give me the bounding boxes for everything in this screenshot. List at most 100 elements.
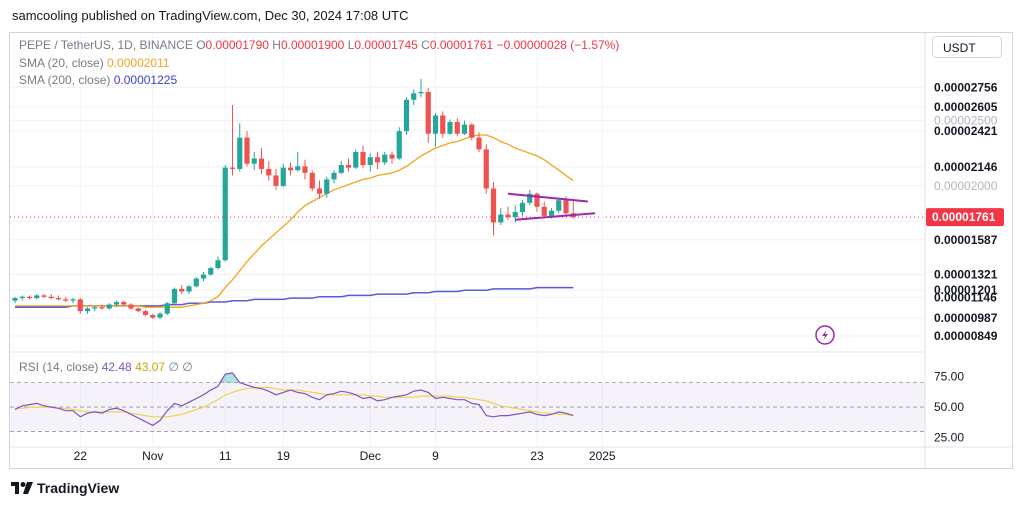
change-value: −0.00000028 (−1.57%) xyxy=(496,38,620,52)
tv-logo-icon xyxy=(11,482,33,494)
candle-body xyxy=(215,260,221,269)
time-tick-label: 19 xyxy=(277,449,291,463)
price-tick-label: 0.00002421 xyxy=(934,124,998,138)
price-tick-label: 0.00001201 xyxy=(934,283,998,297)
candle-body xyxy=(99,307,105,309)
triangle-upper-line xyxy=(507,192,588,203)
rsi-ma-value: 43.07 xyxy=(135,360,166,374)
candle-body xyxy=(324,179,330,194)
candle-body xyxy=(164,303,170,314)
candle-body xyxy=(135,308,141,312)
candle-body xyxy=(113,301,120,305)
candle-body xyxy=(389,154,395,159)
candle-body xyxy=(258,158,265,169)
publisher-line: samcooling published on TradingView.com,… xyxy=(12,8,409,23)
rsi-band-layer xyxy=(10,382,925,432)
candle-body xyxy=(353,151,359,168)
candle-body xyxy=(396,131,402,159)
triangle-lower-line xyxy=(515,212,596,221)
candle-body xyxy=(19,296,25,299)
time-tick-label: 22 xyxy=(74,449,88,463)
lightning-icon[interactable] xyxy=(815,325,835,345)
tradingview-logo[interactable]: TradingView xyxy=(11,480,119,496)
candle-body xyxy=(84,308,91,312)
candle-body xyxy=(302,166,308,173)
candle-body xyxy=(193,278,199,287)
candle-body xyxy=(208,268,214,275)
candle-body xyxy=(273,175,279,186)
candle-body xyxy=(171,288,178,304)
candle-body xyxy=(200,274,207,279)
sma200-legend[interactable]: SMA (200, close) 0.00001225 xyxy=(19,73,177,87)
sma200-label: SMA (200, close) xyxy=(19,73,111,87)
price-tick-label: 0.00001587 xyxy=(934,233,998,247)
rsi-tick-label: 75.00 xyxy=(934,370,964,384)
price-tick-label: 0.00002756 xyxy=(934,80,998,94)
candle-body xyxy=(128,304,134,309)
candle-body xyxy=(280,167,286,186)
candle-body xyxy=(505,214,511,218)
candle-body xyxy=(447,121,453,134)
candle-body xyxy=(142,311,149,316)
triangle-pattern xyxy=(507,192,596,221)
candle-body xyxy=(476,137,482,150)
last-price-tag xyxy=(926,208,1004,227)
price-tick-label: 0.00002146 xyxy=(934,160,998,174)
rsi-legend[interactable]: RSI (14, close) 42.48 43.07 ∅ ∅ xyxy=(19,360,193,374)
candle-body xyxy=(331,172,337,180)
candle-body xyxy=(157,313,163,318)
low-value: 0.00001745 xyxy=(354,38,418,52)
rsi-overbought-fill xyxy=(218,372,240,383)
candle-body xyxy=(374,157,381,163)
currency-button[interactable]: USDT xyxy=(932,36,1002,58)
candle-body xyxy=(186,286,192,292)
candle-body xyxy=(63,299,69,301)
high-label: H xyxy=(272,38,281,52)
price-tick-label: 0.00002000 xyxy=(934,179,998,193)
time-tick-label: 11 xyxy=(219,449,232,463)
symbol-legend[interactable]: PEPE / TetherUS, 1D, BINANCE O0.00001790… xyxy=(19,38,619,52)
candle-body xyxy=(418,91,424,94)
rsi-label: RSI (14, close) xyxy=(19,360,99,374)
candle-body xyxy=(403,99,410,132)
candle-body xyxy=(70,299,76,301)
candle-body xyxy=(229,167,236,169)
candle-body xyxy=(295,166,301,171)
price-tick-label: 0.00001146 xyxy=(934,290,997,304)
rsi-extra-1: ∅ xyxy=(168,360,179,374)
candle-body xyxy=(26,296,33,299)
price-tick-label: 0.00000987 xyxy=(934,311,998,325)
price-tick-label: 0.00002605 xyxy=(934,100,998,114)
low-label: L xyxy=(347,38,355,52)
candle-body xyxy=(411,93,417,100)
candle-body xyxy=(519,202,526,212)
sma20-label: SMA (20, close) xyxy=(19,56,104,70)
time-tick-label: Dec xyxy=(360,449,381,463)
candle-body xyxy=(360,151,366,166)
grid-layer xyxy=(10,33,1012,468)
axes: 0.00002756 0.000026050.000025000.00002421… xyxy=(74,80,1004,463)
sma200-value: 0.00001225 xyxy=(113,73,178,87)
icons xyxy=(815,325,835,345)
candle-body xyxy=(454,121,460,134)
candle-body xyxy=(483,149,489,189)
time-tick-label: Nov xyxy=(142,449,163,463)
candle-body xyxy=(77,299,83,312)
candle-body xyxy=(440,115,446,134)
candle-body xyxy=(556,200,562,211)
candle-body xyxy=(469,124,475,138)
candle-body xyxy=(55,298,62,300)
sma20-legend[interactable]: SMA (20, close) 0.00002011 xyxy=(19,56,170,70)
price-tick-label: 0.00000849 xyxy=(934,329,998,343)
candle-body xyxy=(563,200,569,214)
candle-body xyxy=(41,295,47,297)
candle-body xyxy=(237,137,243,169)
candle-body xyxy=(121,301,127,305)
time-tick-label: 23 xyxy=(530,449,544,463)
candle-body xyxy=(150,315,156,318)
sma20-value: 0.00002011 xyxy=(107,56,170,70)
candle-body xyxy=(338,165,344,173)
candle-body xyxy=(309,172,315,189)
rsi-ma-line xyxy=(15,386,574,418)
